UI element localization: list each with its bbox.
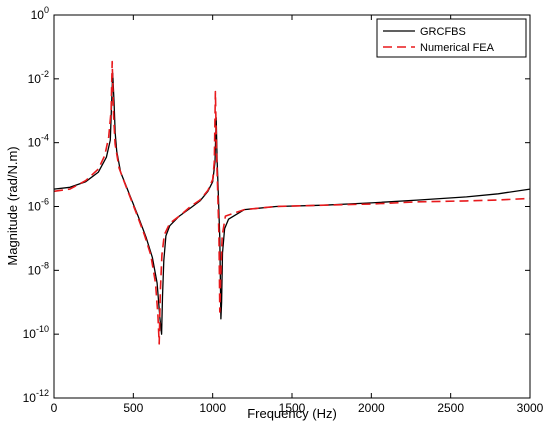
series-layer [53, 60, 531, 345]
x-tick-label: 3000 [517, 401, 544, 415]
x-tick-label: 500 [123, 401, 143, 415]
x-tick-label: 1000 [199, 401, 226, 415]
x-tick-labels: 0 500 1000 1500 2000 2500 3000 [51, 401, 544, 415]
x-tick-label: 1500 [279, 401, 306, 415]
legend-box [376, 18, 527, 58]
x-tick-label: 2000 [358, 401, 385, 415]
y-tick-label: 10-6 [28, 197, 49, 214]
y-axis-title: Magnitude (rad/N.m) [5, 146, 20, 265]
legend: GRCFBS Numerical FEA [376, 18, 527, 58]
plot-frame [53, 14, 531, 399]
y-tick-label: 10-12 [23, 388, 49, 405]
x-tick-label: 0 [51, 401, 58, 415]
series-line-grcfbs [53, 72, 531, 335]
y-tick-label: 10-4 [28, 133, 49, 150]
x-tick-label: 2500 [437, 401, 464, 415]
y-tick-label: 10-2 [28, 69, 49, 86]
y-tick-label: 10-10 [23, 324, 49, 341]
y-tick-label: 10-8 [28, 260, 49, 277]
legend-label-numerical-fea: Numerical FEA [420, 42, 495, 54]
y-tick-labels: 100 10-2 10-4 10-6 10-8 10-10 10-12 [23, 5, 49, 405]
y-tick-label: 100 [31, 5, 49, 22]
series-line-numerical-fea [53, 60, 531, 345]
legend-label-grcfbs: GRCFBS [420, 26, 466, 38]
x-axis-title: Frequency (Hz) [247, 406, 337, 421]
